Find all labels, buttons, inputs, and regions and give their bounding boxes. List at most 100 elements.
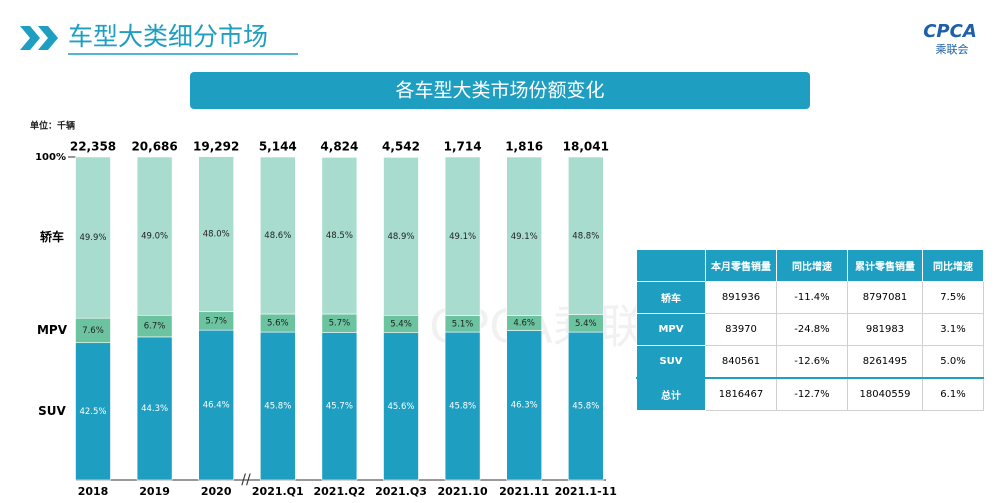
bar-segment xyxy=(259,156,296,315)
table-row: SUV 840561 -12.6% 8261495 5.0% xyxy=(636,345,984,379)
value-label: 48.0% xyxy=(203,230,230,240)
x-tick-label: 2021.10 xyxy=(438,485,488,498)
value-label: 42.5% xyxy=(79,407,106,417)
bar-segment xyxy=(75,317,111,344)
table-cell: 840561 xyxy=(705,345,777,379)
value-label: 5.1% xyxy=(452,319,474,329)
value-label: 48.5% xyxy=(326,231,353,241)
column-header: 同比增速 xyxy=(922,249,984,282)
x-tick-label: 2021.Q3 xyxy=(375,485,427,498)
bar-segment xyxy=(444,156,481,316)
value-label: 46.3% xyxy=(511,401,538,411)
total-label: 5,144 xyxy=(259,140,297,154)
value-label: 48.6% xyxy=(264,231,291,241)
y-tick-label: 100% xyxy=(35,152,66,163)
series-label: SUV xyxy=(38,404,66,418)
table-cell: 7.5% xyxy=(922,281,984,314)
value-label: 48.8% xyxy=(572,231,599,241)
bar-segment xyxy=(321,157,358,315)
bar-segment xyxy=(198,329,234,481)
column-header: 同比增速 xyxy=(776,249,848,282)
table-cell: 1816467 xyxy=(705,377,777,411)
logo-subtext: 乘联会 xyxy=(936,43,969,56)
table-row: MPV 83970 -24.8% 981983 3.1% xyxy=(636,313,984,346)
value-label: 45.7% xyxy=(326,402,353,412)
bar-segment xyxy=(198,156,234,313)
value-label: 4.6% xyxy=(513,319,535,329)
value-label: 46.4% xyxy=(203,401,230,411)
bar-segment xyxy=(567,156,604,315)
value-label: 5.7% xyxy=(205,316,227,326)
total-label: 4,542 xyxy=(382,140,420,154)
bar-segment xyxy=(383,332,419,481)
total-label: 22,358 xyxy=(70,140,116,154)
column-header: 本月零售销量 xyxy=(705,249,777,282)
total-label: 18,041 xyxy=(563,140,609,154)
axis-break: // xyxy=(241,472,251,488)
value-label: 45.8% xyxy=(449,402,476,412)
table-corner xyxy=(636,249,706,282)
value-label: 45.8% xyxy=(572,402,599,412)
table-cell: 981983 xyxy=(847,313,923,346)
bar-segment xyxy=(75,156,111,319)
row-header: SUV xyxy=(636,345,706,379)
data-table: 本月零售销量 同比增速 累计零售销量 同比增速 轿车 891936 -11.4% 879708… xyxy=(636,249,984,411)
total-label: 4,824 xyxy=(320,140,358,154)
row-header: 总计 xyxy=(636,377,706,411)
table-cell: 6.1% xyxy=(922,377,984,411)
value-label: 5.6% xyxy=(267,319,289,329)
x-tick-label: 2021.Q1 xyxy=(252,485,304,498)
row-header: 轿车 xyxy=(636,281,706,314)
table-cell: -11.4% xyxy=(776,281,848,314)
unit-label: 单位：千辆 xyxy=(30,120,75,132)
bar-segment xyxy=(506,330,543,481)
value-label: 7.6% xyxy=(82,326,104,336)
value-label: 49.1% xyxy=(511,232,538,242)
value-label: 5.7% xyxy=(329,319,351,329)
series-label: 轿车 xyxy=(40,229,64,244)
table-cell: 18040559 xyxy=(847,377,923,411)
value-label: 49.9% xyxy=(79,233,106,243)
table-cell: -12.7% xyxy=(776,377,848,411)
value-label: 49.1% xyxy=(449,232,476,242)
x-tick-label: 2019 xyxy=(139,485,170,498)
x-tick-label: 2020 xyxy=(201,485,232,498)
table-header-row: 本月零售销量 同比增速 累计零售销量 同比增速 xyxy=(636,249,984,282)
table-row: 轿车 891936 -11.4% 8797081 7.5% xyxy=(636,281,984,314)
row-header: MPV xyxy=(636,313,706,346)
x-tick-label: 2021.11 xyxy=(499,485,549,498)
value-label: 45.8% xyxy=(264,402,291,412)
banner-bg xyxy=(190,72,810,109)
logo-text: CPCA xyxy=(923,21,977,42)
page-title: 车型大类细分市场 xyxy=(68,22,268,51)
bar-segment xyxy=(136,336,173,481)
bar-segment xyxy=(136,156,173,316)
total-label: 19,292 xyxy=(193,140,239,154)
x-tick-label: 2021.Q2 xyxy=(313,485,365,498)
value-label: 45.6% xyxy=(387,402,414,412)
table-cell: 83970 xyxy=(705,313,777,346)
table-cell: -24.8% xyxy=(776,313,848,346)
series-label: MPV xyxy=(37,323,68,337)
x-tick-label: 2018 xyxy=(78,485,109,498)
bar-segment xyxy=(567,331,604,481)
bar-segment xyxy=(444,331,481,481)
table-row: 总计 1816467 -12.7% 18040559 6.1% xyxy=(636,377,984,411)
bar-segment xyxy=(506,156,543,316)
column-header: 累计零售销量 xyxy=(847,249,923,282)
table-cell: 5.0% xyxy=(922,345,984,379)
table-cell: 8261495 xyxy=(847,345,923,379)
total-label: 1,816 xyxy=(505,140,543,154)
table-cell: -12.6% xyxy=(776,345,848,379)
bar-segment xyxy=(321,332,358,481)
total-label: 20,686 xyxy=(131,140,177,154)
table-cell: 891936 xyxy=(705,281,777,314)
total-label: 1,714 xyxy=(444,140,482,154)
value-label: 48.9% xyxy=(387,232,414,242)
bar-segment xyxy=(383,157,419,316)
value-label: 49.0% xyxy=(141,232,168,242)
value-label: 5.4% xyxy=(390,319,412,329)
x-tick-label: 2021.1-11 xyxy=(555,485,617,498)
